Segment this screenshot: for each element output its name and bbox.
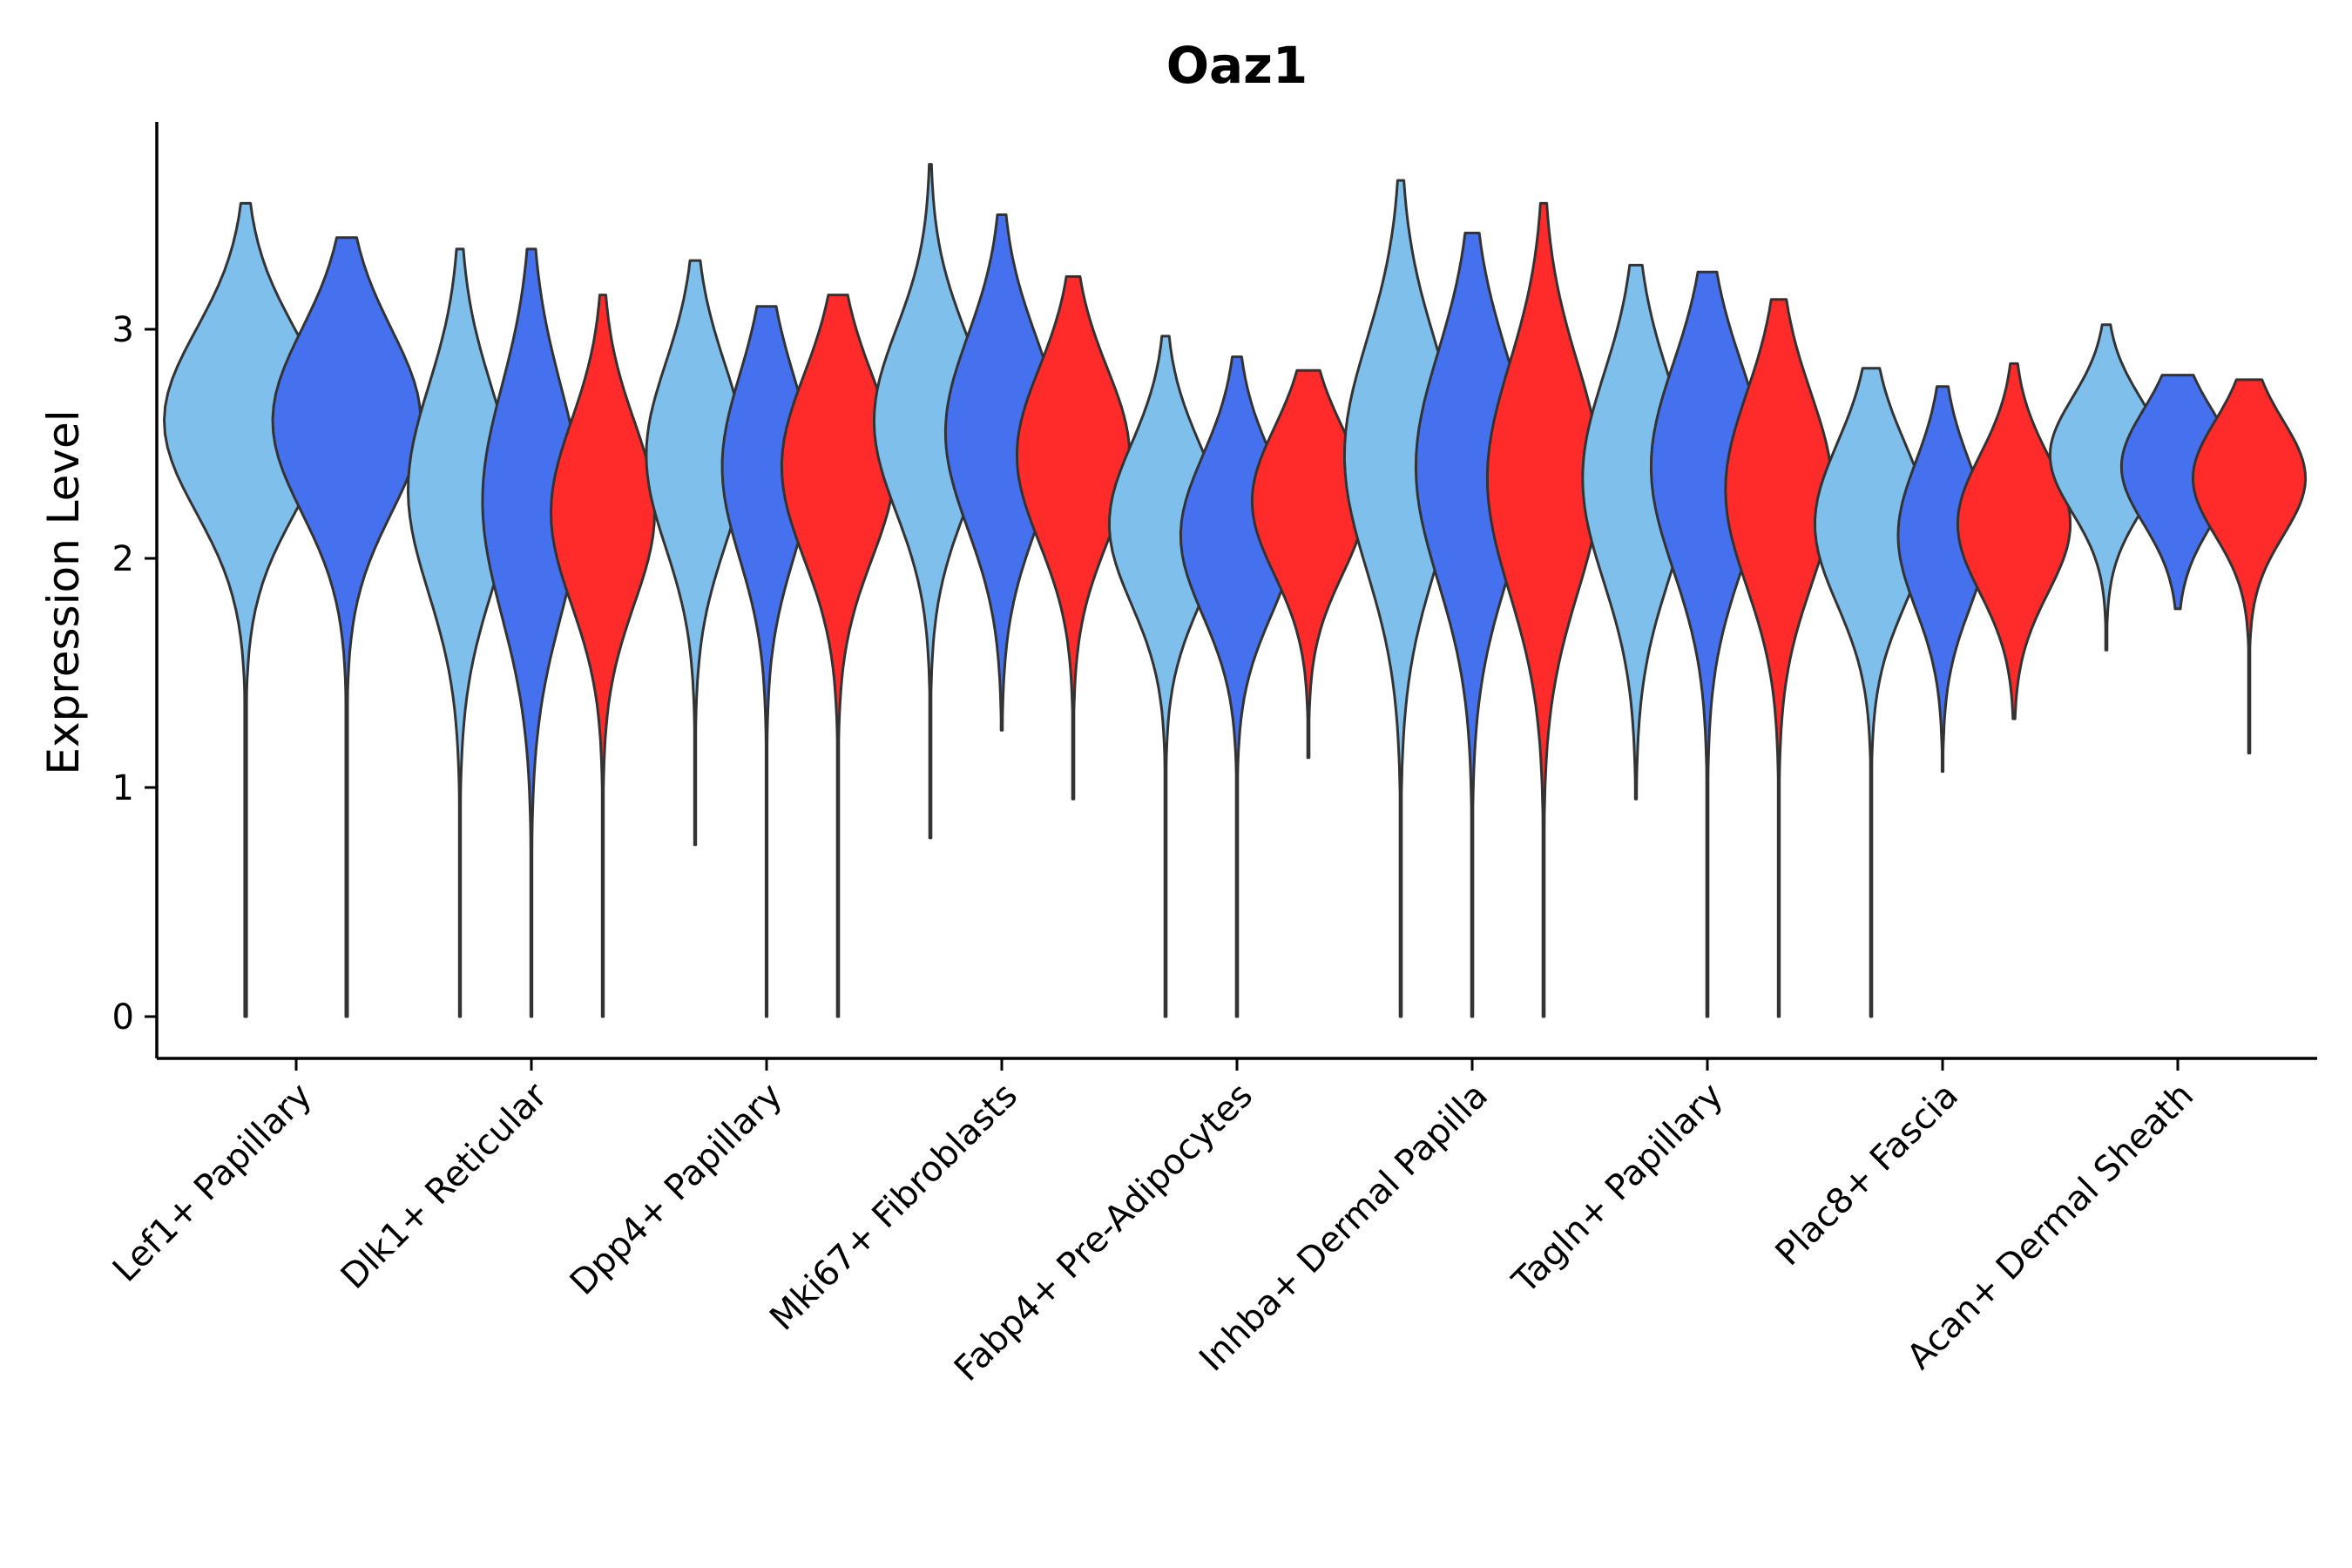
- x-tick-label: Mki67+ Fibroblasts: [762, 1076, 1025, 1339]
- y-tick-label: 2: [112, 539, 134, 579]
- x-tick-label: Lef1+ Papillary: [105, 1076, 320, 1290]
- y-tick-label: 1: [112, 768, 134, 808]
- violin-dlk1-reticular-b: [481, 247, 582, 1018]
- violin-tagln-papillary-c: [1724, 298, 1834, 1018]
- axes: Lef1+ Papillary Dlk1+ Reticular Dpp4+ Papi…: [105, 122, 2317, 1389]
- x-tick-label: Tagln+ Papillary: [1504, 1076, 1731, 1302]
- violin-tagln-papillary-b: [1649, 270, 1766, 1018]
- violin-inhba-dermal-papilla-a: [1342, 179, 1459, 1018]
- violin-plac8-fascia-c: [1956, 362, 2072, 720]
- x-tick-label: Dlk1+ Reticular: [334, 1075, 556, 1297]
- violin-plac8-fascia-a: [1814, 367, 1929, 1018]
- violin-inhba-dermal-papilla-c: [1485, 201, 1602, 1018]
- x-tick-label: Plac8+ Fascia: [1768, 1076, 1967, 1274]
- violin-layer: [163, 163, 2308, 1018]
- y-axis-label: Expression Level: [38, 409, 89, 774]
- y-tick-label: 0: [112, 997, 134, 1037]
- x-tick-label: Dpp4+ Papillary: [563, 1076, 790, 1303]
- violin-lef1-papillary-b: [271, 236, 422, 1018]
- y-tick-label: 3: [112, 310, 134, 350]
- violin-dpp4-papillary-a: [645, 259, 746, 847]
- chart-title: Oaz1: [1166, 36, 1308, 95]
- violin-dlk1-reticular-c: [550, 294, 656, 1018]
- violin-dpp4-papillary-c: [780, 294, 896, 1018]
- violin-dlk1-reticular-a: [407, 247, 513, 1018]
- violin-acan-dermal-sheath-c: [2191, 378, 2308, 754]
